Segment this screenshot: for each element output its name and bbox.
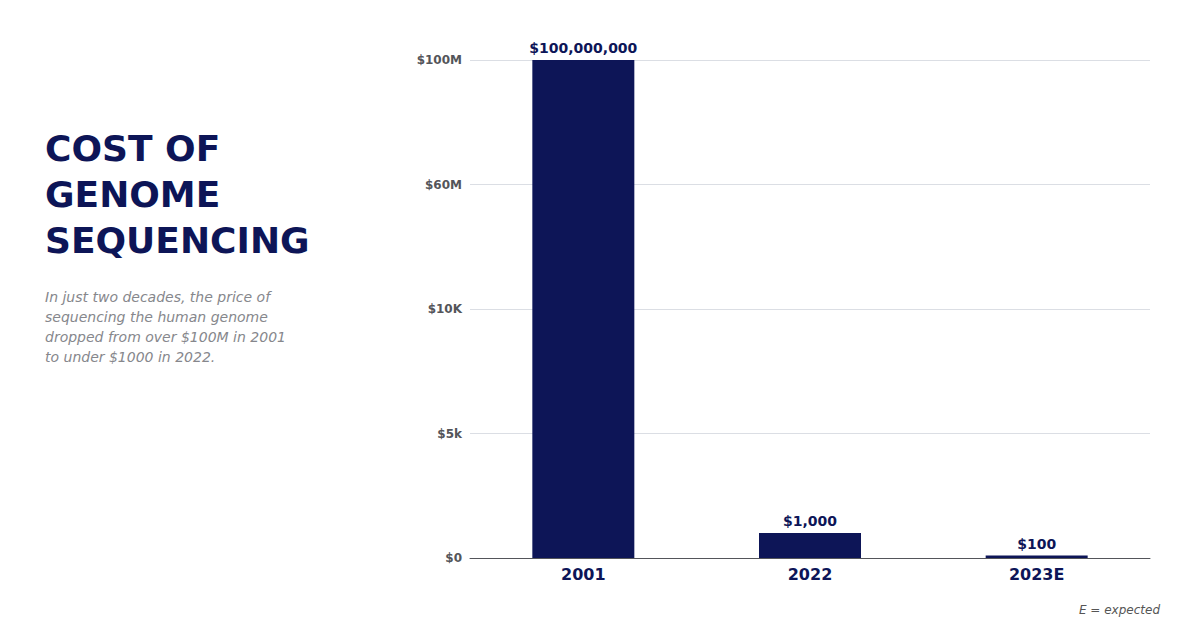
svg-text:E = expected: E = expected [1079, 603, 1160, 617]
svg-text:GENOME: GENOME [45, 174, 220, 215]
svg-text:sequencing the human genome: sequencing the human genome [45, 309, 268, 325]
svg-text:2001: 2001 [561, 565, 606, 584]
svg-text:$100M: $100M [417, 53, 462, 67]
svg-text:$100: $100 [1017, 536, 1056, 552]
svg-text:COST OF: COST OF [45, 128, 220, 169]
svg-text:$60M: $60M [425, 178, 462, 192]
svg-text:to under $1000 in 2022.: to under $1000 in 2022. [45, 349, 215, 365]
svg-text:$10K: $10K [428, 302, 463, 316]
svg-text:$5k: $5k [437, 427, 463, 441]
svg-text:2022: 2022 [788, 565, 833, 584]
svg-text:$1,000: $1,000 [783, 513, 837, 529]
svg-text:In just two decades, the price: In just two decades, the price of [45, 289, 272, 305]
svg-text:SEQUENCING: SEQUENCING [45, 220, 310, 261]
svg-text:$100,000,000: $100,000,000 [529, 40, 637, 56]
svg-text:2023E: 2023E [1009, 565, 1064, 584]
svg-text:$0: $0 [445, 551, 462, 565]
svg-text:dropped from over $100M in 200: dropped from over $100M in 2001 [45, 329, 286, 345]
